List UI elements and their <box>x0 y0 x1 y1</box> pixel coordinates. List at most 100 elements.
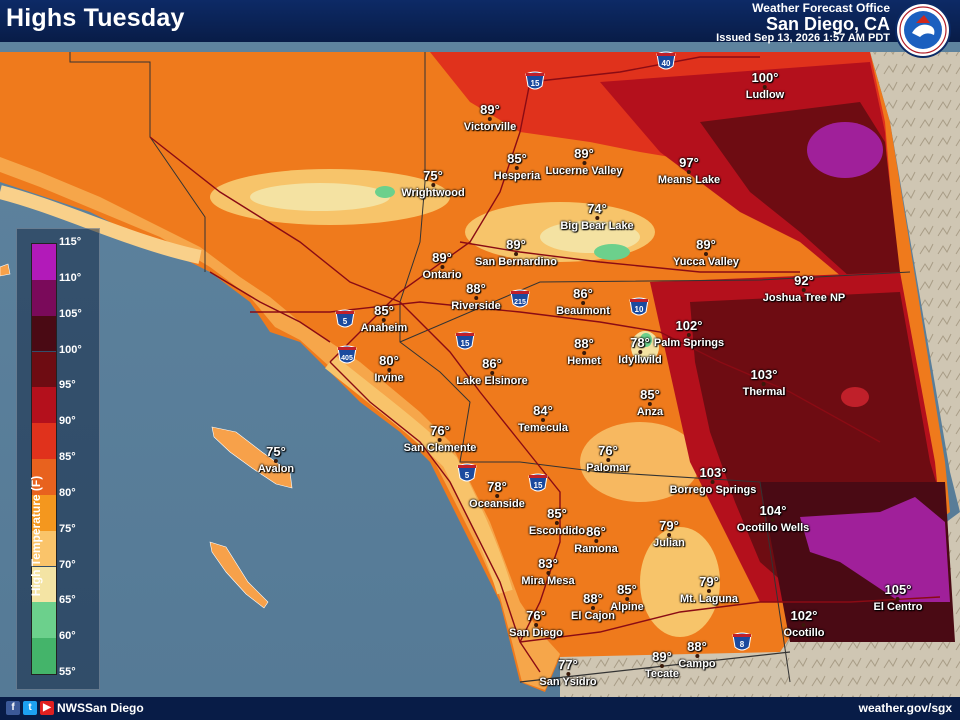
legend-tick-label: 90° <box>59 415 76 428</box>
legend-tick-label: 65° <box>59 594 76 607</box>
city-marker <box>494 494 499 498</box>
city-label-mira-mesa: 83° Mira Mesa <box>521 556 575 588</box>
salton-sea-area <box>841 387 869 407</box>
city-marker <box>440 265 444 269</box>
city-label-temecula: 84° Temecula <box>518 403 568 435</box>
city-marker <box>710 480 715 484</box>
city-label-san-diego: 76° San Diego <box>509 608 563 640</box>
office-location: San Diego, CA <box>765 13 890 34</box>
interstate-shield-icon: 8 <box>732 632 752 651</box>
county-boundary <box>399 52 791 683</box>
legend-tick-label: 110° <box>59 271 82 284</box>
office-label: Weather Forecast Office <box>752 1 890 15</box>
website-link[interactable]: weather.gov/sgx <box>858 701 952 715</box>
legend-tick-label: 60° <box>59 630 76 643</box>
city-label-alpine: 85° Alpine <box>610 582 644 614</box>
mojave-purple <box>807 122 883 178</box>
interstate-shield-icon: 405 <box>337 345 357 364</box>
city-label-hemet: 88° Hemet <box>567 336 601 368</box>
idyllwild-green <box>640 333 652 347</box>
city-label-ramona: 86° Ramona <box>574 524 618 556</box>
city-marker <box>565 672 570 676</box>
city-marker <box>581 161 586 165</box>
legend-title: High Temperature (F) <box>29 475 43 597</box>
shield-label: 5 <box>343 317 348 326</box>
santa-barbara-island <box>0 263 11 277</box>
city-label-hesperia: 85° Hesperia <box>493 151 541 183</box>
city-label-big-bear-lake: 74° Big Bear Lake <box>560 201 634 233</box>
temperature-legend: 115° 110° 105° 100° 95° 90° 85° 80° 75° 70° 65° 60°… <box>16 228 100 690</box>
city-marker <box>695 654 699 658</box>
interstate-shield-icon: 215 <box>510 289 530 308</box>
interstate-shield-icon: 40 <box>656 51 676 70</box>
city-marker <box>605 458 610 462</box>
city-label-mt-laguna: 79° Mt. Laguna <box>679 574 739 606</box>
city-marker <box>273 459 278 463</box>
city-marker <box>595 216 599 220</box>
city-label-san-ysidro: 77° San Ysidro <box>539 657 597 689</box>
city-label-joshua-tree-np: 92° Joshua Tree NP <box>762 273 846 305</box>
palomar-mountains <box>580 422 700 502</box>
youtube-icon[interactable]: ▶ <box>40 701 54 715</box>
city-label-wrightwood: 75° Wrightwood <box>401 168 465 200</box>
city-marker <box>514 252 518 256</box>
city-label-el-centro: 105° El Centro <box>873 582 923 614</box>
city-label-ocotillo: 102° Ocotillo <box>783 608 825 640</box>
footer-bar: f t ▶ NWSSan Diego weather.gov/sgx <box>0 697 960 720</box>
city-label-irvine: 80° Irvine <box>374 353 404 385</box>
city-label-thermal: 103° Thermal <box>742 367 786 399</box>
san-gabriel-cool <box>250 183 390 211</box>
office-info: Weather Forecast Office San Diego, CA Is… <box>716 2 890 45</box>
legend-bin <box>32 279 56 316</box>
facebook-icon[interactable]: f <box>6 701 20 715</box>
city-marker <box>707 589 711 593</box>
social-handle[interactable]: NWSSan Diego <box>57 701 144 715</box>
city-label-beaumont: 86° Beaumont <box>556 286 610 318</box>
city-marker <box>625 597 629 601</box>
coastal-cool-band-south <box>325 355 513 595</box>
shield-label: 15 <box>461 339 470 348</box>
legend-bin <box>32 315 56 352</box>
city-marker <box>514 166 519 170</box>
legend-bin <box>32 423 56 459</box>
interstate-shield-icon: 15 <box>525 71 545 90</box>
county-boundary <box>69 52 206 272</box>
interstate-shield-icon: 5 <box>457 463 477 482</box>
city-marker <box>648 402 652 406</box>
legend-tick-label: 75° <box>59 522 76 535</box>
interstate-shield-icon: 15 <box>455 331 475 350</box>
shield-label: 5 <box>465 471 470 480</box>
legend-bin <box>32 459 56 495</box>
international-border <box>519 651 791 683</box>
legend-tick-label: 80° <box>59 486 76 499</box>
legend-tick-label: 115° <box>59 236 82 248</box>
city-marker <box>687 170 691 174</box>
imperial-purple <box>800 497 950 602</box>
legend-bin <box>32 566 56 603</box>
city-label-escondido: 85° Escondido <box>528 506 586 538</box>
city-label-campo: 88° Campo <box>678 639 716 671</box>
shield-label: 10 <box>635 305 644 314</box>
city-label-anza: 85° Anza <box>636 387 664 419</box>
city-marker <box>554 521 559 525</box>
city-marker <box>431 183 435 187</box>
city-label-riverside: 88° Riverside <box>451 281 501 313</box>
twitter-icon[interactable]: t <box>23 701 37 715</box>
legend-bin <box>32 638 56 674</box>
issued-timestamp: Issued Sep 13, 2026 1:57 AM PDT <box>716 32 890 45</box>
highway-network <box>149 56 941 673</box>
map-canvas <box>0 42 960 697</box>
city-marker <box>581 301 585 305</box>
city-label-tecate: 89° Tecate <box>644 649 680 681</box>
legend-tick-label: 85° <box>59 451 76 463</box>
city-label-julian: 79° Julian <box>653 518 685 550</box>
city-marker <box>489 371 494 375</box>
wrightwood-green <box>375 186 395 198</box>
temperature-map: 15 40 5 405 15 215 1 <box>0 42 960 697</box>
city-label-el-cajon: 88° El Cajon <box>570 591 616 623</box>
catalina-island <box>211 426 293 489</box>
legend-tick-label: 100° <box>59 343 82 356</box>
city-label-idyllwild: 78° Idyllwild <box>618 335 662 367</box>
interstate-shield-icon: 15 <box>528 473 548 492</box>
